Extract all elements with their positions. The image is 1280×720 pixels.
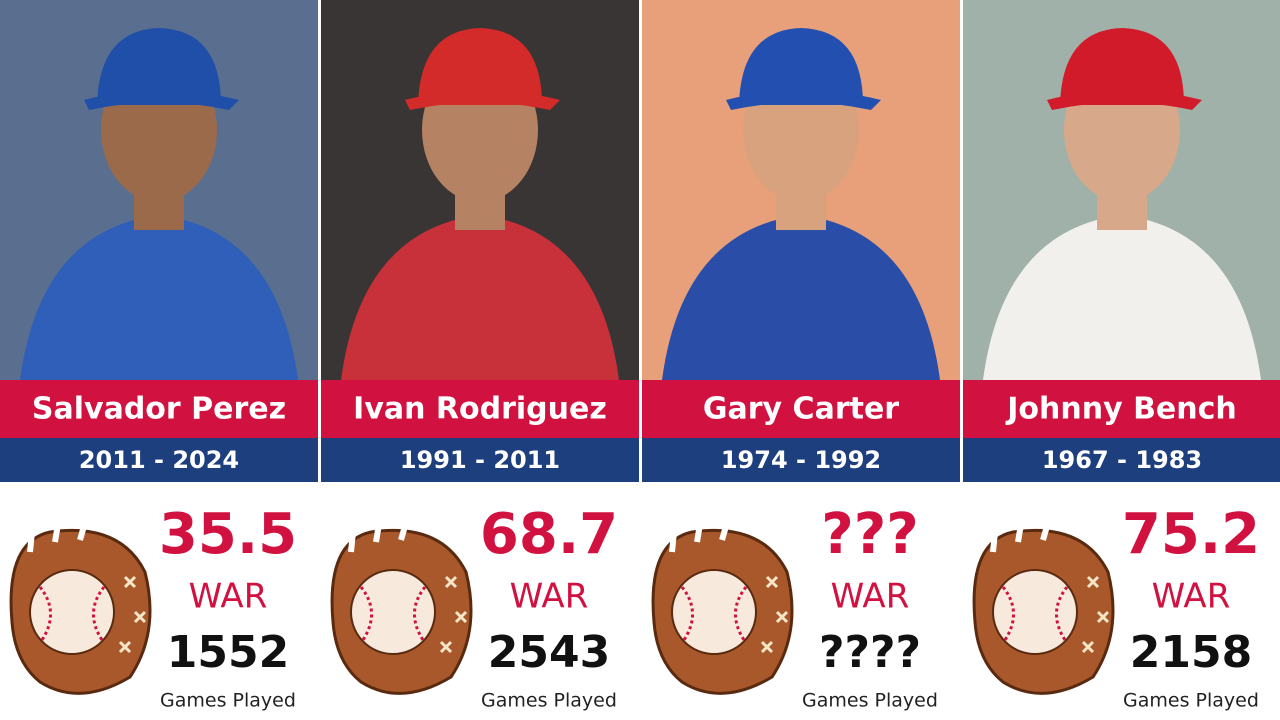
player-name: Gary Carter <box>703 392 899 427</box>
baseball <box>992 569 1078 655</box>
player-name: Salvador Perez <box>32 392 286 427</box>
name-band <box>963 380 1280 438</box>
games-value: 2543 <box>488 627 610 678</box>
baseball <box>29 569 115 655</box>
player-card: Salvador Perez 2011 - 2024 35.5 WAR 1552 Game… <box>0 0 318 712</box>
games-value: 2158 <box>1130 627 1252 678</box>
years-band <box>963 438 1280 482</box>
player-cap <box>1060 28 1184 105</box>
career-years: 2011 - 2024 <box>79 446 239 474</box>
player-cap <box>418 28 542 105</box>
cap-brim <box>726 90 881 110</box>
player-body <box>662 215 940 380</box>
war-label: WAR <box>510 577 589 617</box>
war-value: ??? <box>821 502 918 567</box>
war-value: 68.7 <box>480 502 618 567</box>
years-band <box>0 438 318 482</box>
glove-lacing <box>118 575 147 654</box>
player-name: Johnny Bench <box>1005 392 1237 427</box>
player-cap <box>739 28 863 105</box>
war-label: WAR <box>1152 577 1231 617</box>
cap-brim <box>405 90 560 110</box>
games-label: Games Played <box>1123 690 1259 712</box>
years-band <box>321 438 639 482</box>
player-cap <box>97 28 221 105</box>
glove-lacing <box>1081 575 1110 654</box>
years-band <box>642 438 960 482</box>
games-label: Games Played <box>802 690 938 712</box>
glove-fingers <box>348 523 408 553</box>
cap-brim <box>1047 90 1202 110</box>
war-value: 75.2 <box>1122 502 1260 567</box>
career-years: 1991 - 2011 <box>400 446 560 474</box>
player-body <box>20 215 298 380</box>
name-band <box>0 380 318 438</box>
glove-fingers <box>990 523 1050 553</box>
games-label: Games Played <box>160 690 296 712</box>
player-card: Johnny Bench 1967 - 1983 75.2 WAR 2158 Games … <box>963 0 1280 712</box>
games-value: ???? <box>819 627 921 678</box>
cap-brim <box>84 90 239 110</box>
name-band <box>321 380 639 438</box>
war-value: 35.5 <box>159 502 297 567</box>
player-body <box>341 215 619 380</box>
glove-fingers <box>27 523 87 553</box>
career-years: 1974 - 1992 <box>721 446 881 474</box>
baseball <box>671 569 757 655</box>
career-years: 1967 - 1983 <box>1042 446 1202 474</box>
player-body <box>983 215 1261 380</box>
glove-fingers <box>669 523 729 553</box>
games-value: 1552 <box>167 627 289 678</box>
war-label: WAR <box>831 577 910 617</box>
war-label: WAR <box>189 577 268 617</box>
player-name: Ivan Rodriguez <box>353 392 607 427</box>
player-card: Gary Carter 1974 - 1992??? WAR???? Games Pl… <box>642 0 960 712</box>
games-label: Games Played <box>481 690 617 712</box>
glove-lacing <box>439 575 468 654</box>
player-card: Ivan Rodriguez 1991 - 2011 68.7 WAR 2543 Game… <box>321 0 639 712</box>
baseball <box>350 569 436 655</box>
name-band <box>642 380 960 438</box>
glove-lacing <box>760 575 789 654</box>
